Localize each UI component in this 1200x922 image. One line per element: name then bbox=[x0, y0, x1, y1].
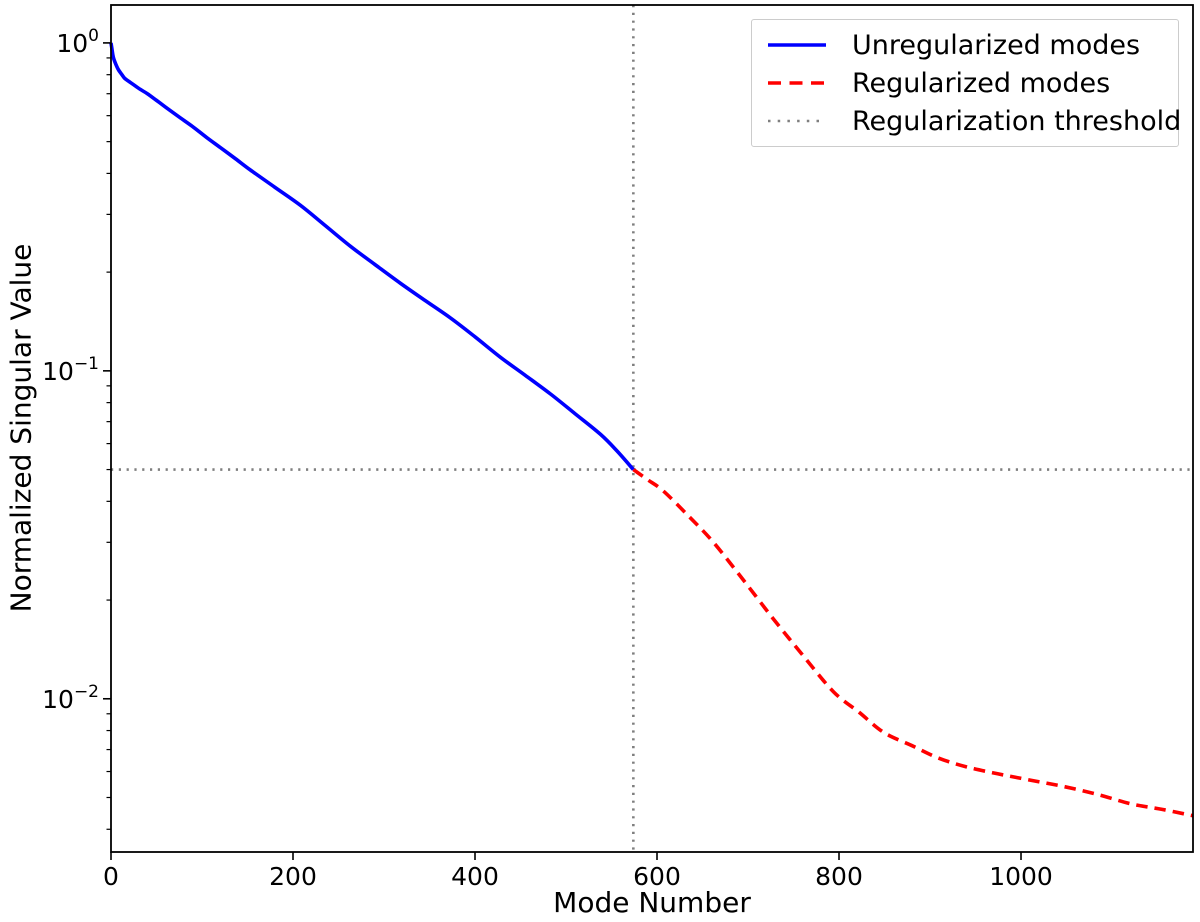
x-tick-label-0: 0 bbox=[103, 862, 119, 891]
legend-handle-regularized-icon bbox=[768, 81, 826, 85]
y-tick-label-0.1: 10−1 bbox=[42, 354, 99, 386]
legend-item-threshold: Regularization threshold bbox=[762, 102, 1181, 140]
x-axis-label: Mode Number bbox=[553, 886, 751, 919]
series-path-unregularized bbox=[109, 42, 635, 471]
x-tick-label-1000: 1000 bbox=[989, 862, 1053, 891]
legend-item-regularized: Regularized modes bbox=[762, 64, 1168, 102]
y-tick-label-0.01: 10−2 bbox=[42, 682, 99, 714]
legend-label-threshold: Regularization threshold bbox=[852, 105, 1182, 137]
x-tick-label-800: 800 bbox=[815, 862, 863, 891]
y-axis-label: Normalized Singular Value bbox=[4, 243, 38, 613]
x-tick-label-200: 200 bbox=[269, 862, 317, 891]
series-path-regularized bbox=[632, 468, 1194, 818]
legend: Unregularized modes Regularized modes Re… bbox=[751, 19, 1181, 147]
legend-label-regularized: Regularized modes bbox=[852, 67, 1111, 99]
legend-handle-threshold-icon bbox=[768, 119, 826, 123]
legend-label-unregularized: Unregularized modes bbox=[852, 29, 1141, 61]
legend-handle-unregularized-icon bbox=[768, 43, 826, 47]
x-tick-label-600: 600 bbox=[633, 862, 681, 891]
legend-item-unregularized: Unregularized modes bbox=[762, 26, 1168, 64]
x-tick-label-400: 400 bbox=[451, 862, 499, 891]
plot-frame bbox=[110, 4, 1194, 853]
y-tick-label-1: 100 bbox=[56, 26, 99, 58]
